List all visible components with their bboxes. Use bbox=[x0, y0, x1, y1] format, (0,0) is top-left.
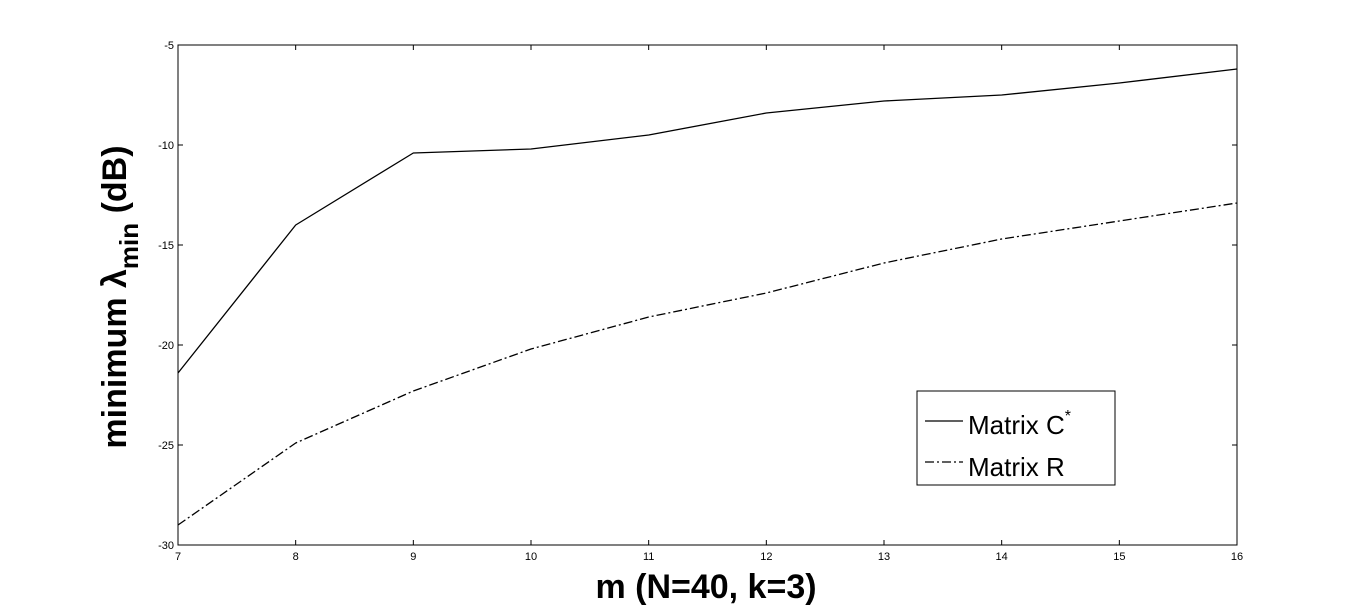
x-tick-label: 16 bbox=[1231, 551, 1243, 563]
x-axis-ticks: 7 8 9 10 11 12 13 14 15 16 bbox=[175, 45, 1243, 563]
x-tick-label: 15 bbox=[1113, 551, 1125, 563]
y-tick-label: -10 bbox=[158, 140, 174, 152]
y-axis-title-subscript: min bbox=[114, 223, 144, 269]
y-axis-title: minimum λmin (dB) bbox=[96, 145, 144, 448]
y-axis-ticks: -5 -10 -15 -20 -25 -30 bbox=[158, 40, 1237, 552]
series-line-matrix-r bbox=[177, 202, 1238, 526]
y-tick-label: -30 bbox=[158, 540, 174, 552]
y-tick-label: -5 bbox=[164, 40, 174, 52]
y-tick-label: -20 bbox=[158, 340, 174, 352]
series-line-matrix-c bbox=[177, 68, 1238, 374]
y-tick-label: -25 bbox=[158, 440, 174, 452]
x-tick-label: 11 bbox=[643, 551, 654, 563]
series-layer bbox=[177, 68, 1238, 526]
y-axis-title-suffix: (dB) bbox=[96, 145, 134, 222]
x-tick-label: 9 bbox=[410, 551, 416, 563]
x-tick-label: 14 bbox=[996, 551, 1008, 563]
x-tick-label: 8 bbox=[293, 551, 299, 563]
x-tick-label: 7 bbox=[175, 551, 181, 563]
legend-label-matrix-c-name: Matrix C bbox=[968, 410, 1065, 440]
x-tick-label: 13 bbox=[878, 551, 890, 563]
legend-label-matrix-c: Matrix C* bbox=[968, 408, 1071, 440]
x-axis-title: m (N=40, k=3) bbox=[595, 568, 816, 606]
legend: Matrix C* Matrix R bbox=[916, 390, 1116, 486]
legend-label-matrix-r: Matrix R bbox=[968, 452, 1065, 482]
x-tick-label: 10 bbox=[525, 551, 537, 563]
x-tick-label: 12 bbox=[760, 551, 772, 563]
y-axis-title-main: minimum λ bbox=[96, 269, 134, 449]
legend-label-matrix-c-sup: * bbox=[1065, 408, 1071, 425]
legend-box bbox=[916, 390, 1116, 486]
y-tick-label: -15 bbox=[158, 240, 174, 252]
